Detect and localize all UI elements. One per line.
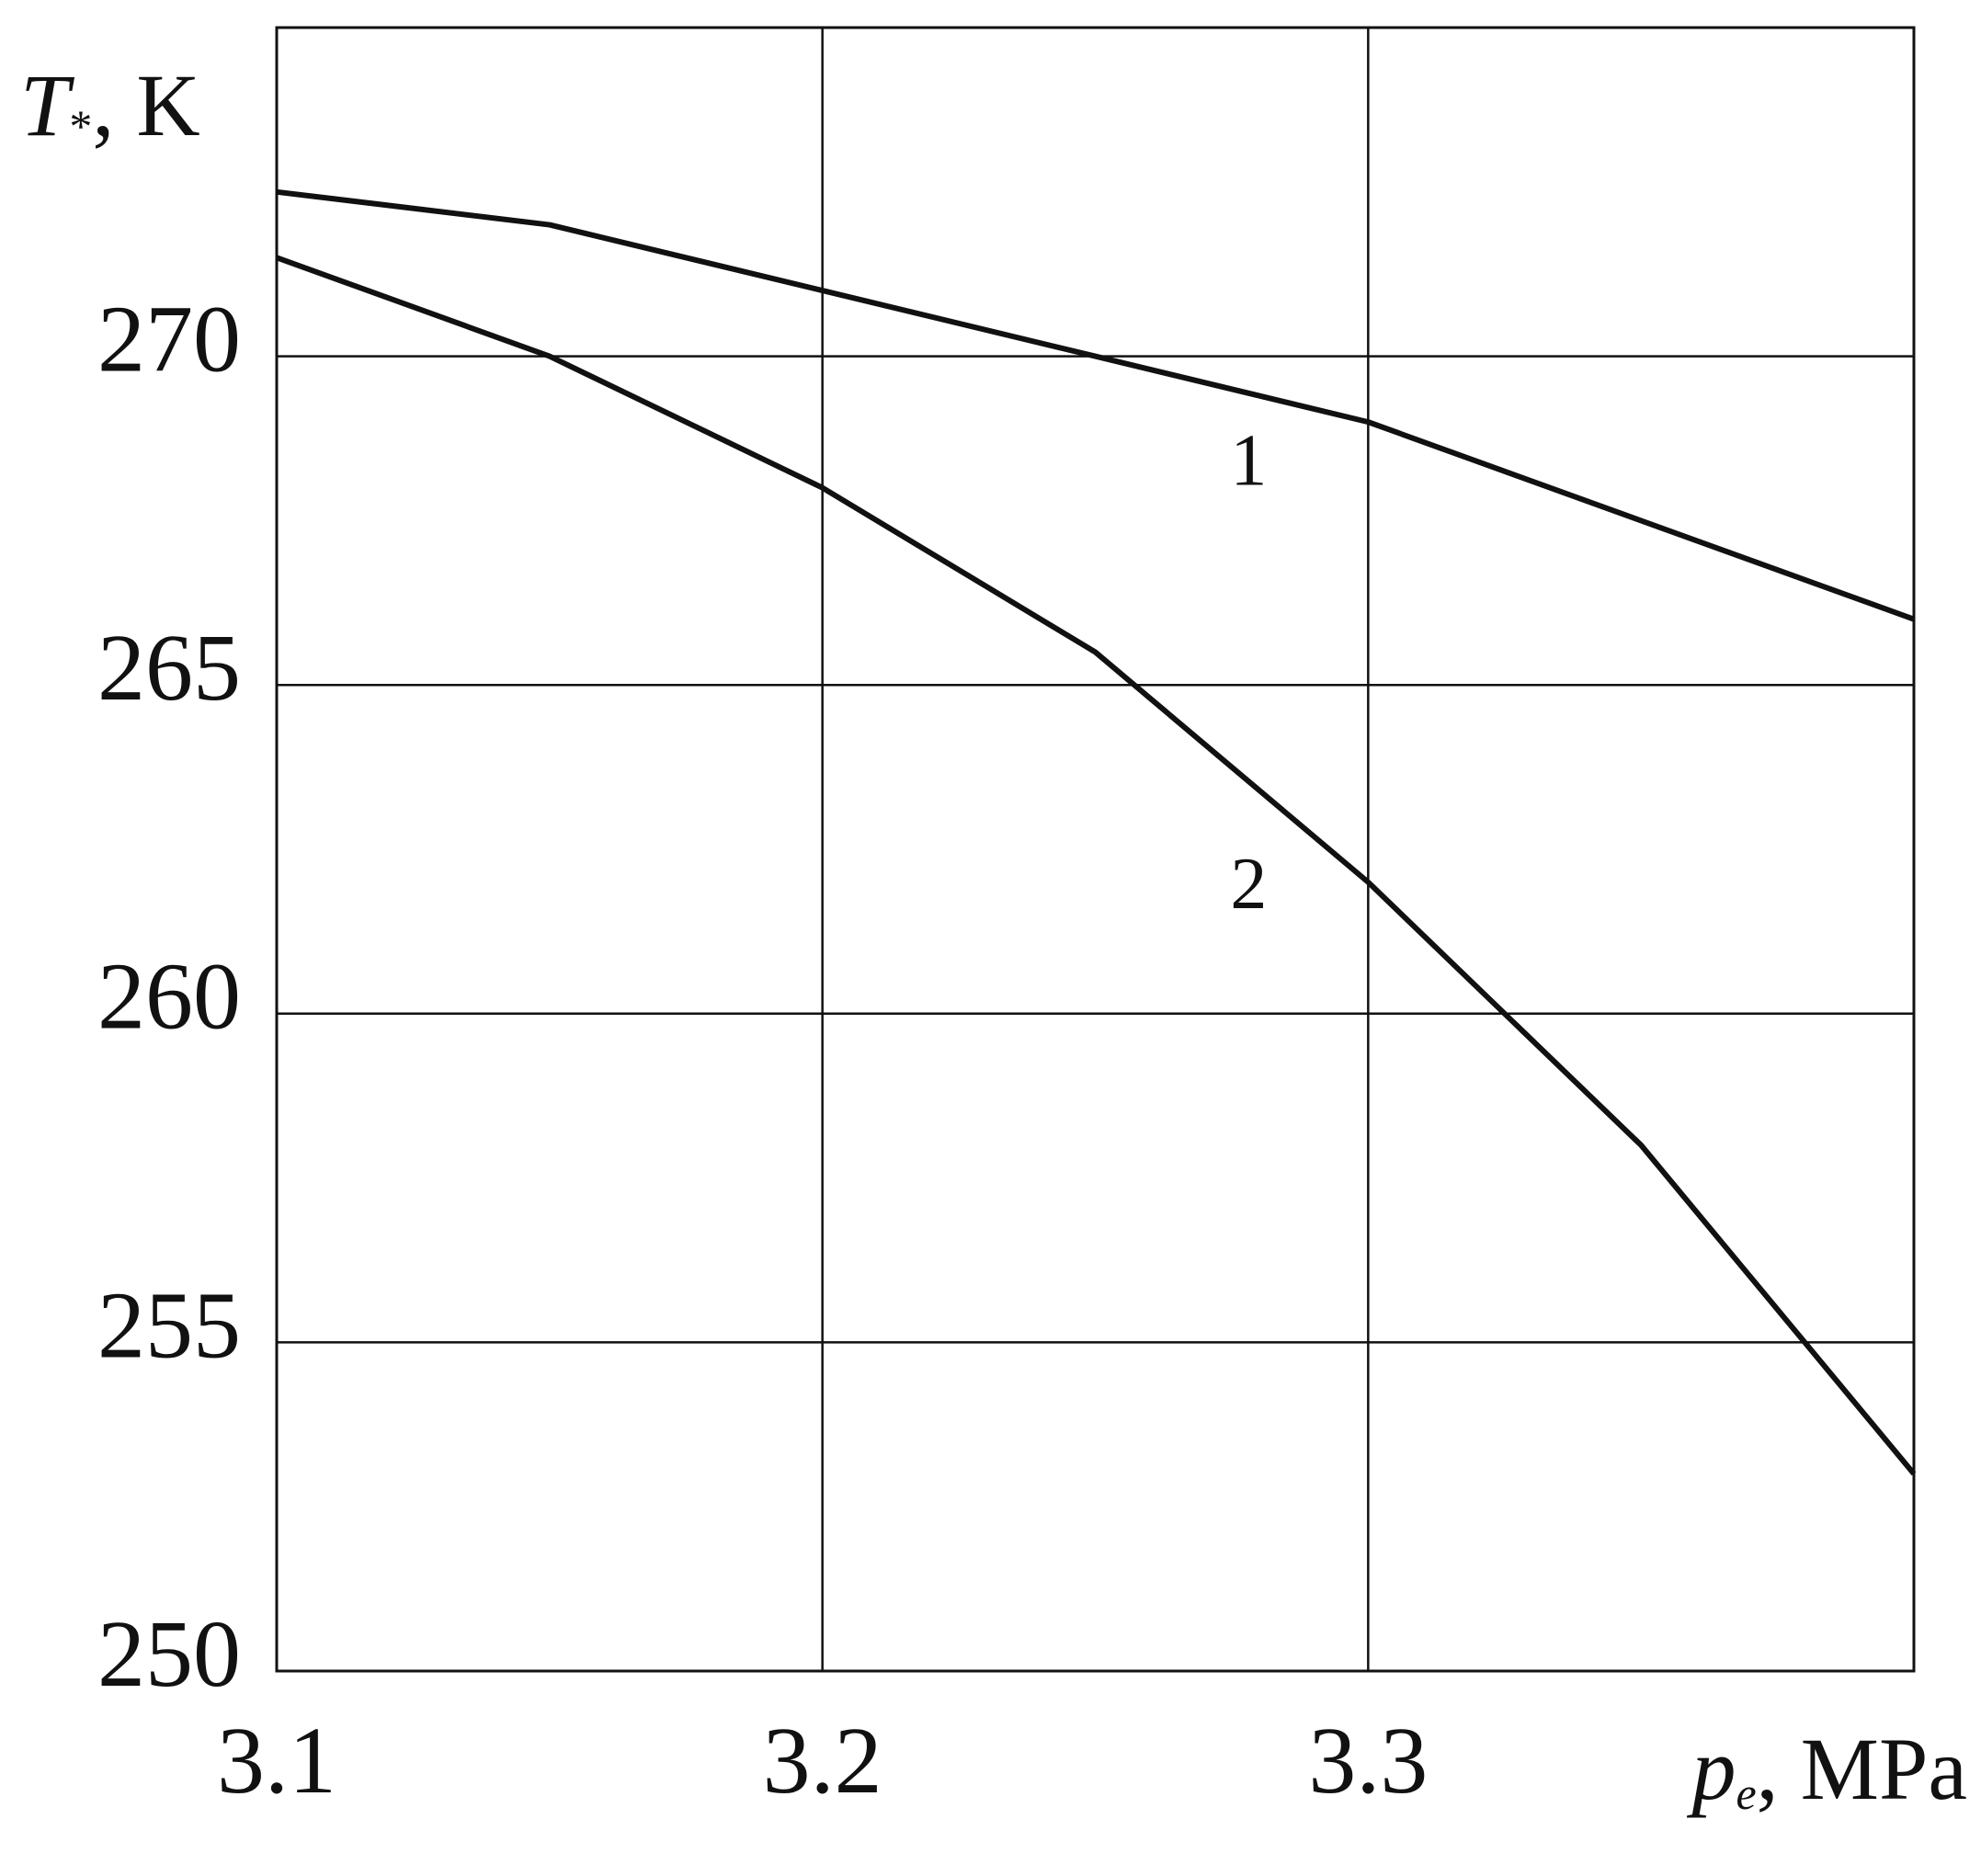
y-axis-unit: , K bbox=[92, 56, 199, 154]
series-label: 1 bbox=[1230, 420, 1267, 501]
y-tick-label: 260 bbox=[97, 944, 241, 1050]
y-tick-label: 270 bbox=[97, 286, 241, 392]
series-line bbox=[276, 188, 1916, 622]
plot-frame bbox=[275, 26, 1916, 1673]
y-axis-title: T*, K bbox=[20, 56, 200, 154]
y-tick-label: 265 bbox=[97, 615, 241, 721]
x-axis-symbol: p bbox=[1686, 1720, 1736, 1818]
y-tick-label: 250 bbox=[97, 1601, 241, 1707]
series-label: 2 bbox=[1230, 844, 1267, 925]
series-line bbox=[275, 255, 1917, 1476]
y-axis-symbol: T bbox=[20, 56, 75, 154]
x-tick-label: 3.2 bbox=[763, 1708, 882, 1813]
y-tick-label: 255 bbox=[97, 1272, 241, 1378]
y-axis-subscript: * bbox=[69, 100, 92, 152]
x-axis-title: pe, MPa bbox=[1686, 1720, 1967, 1819]
x-axis-subscript: e bbox=[1736, 1768, 1756, 1819]
x-tick-label: 3.1 bbox=[217, 1708, 336, 1813]
x-tick-label: 3.3 bbox=[1308, 1708, 1428, 1813]
x-axis-unit: , MPa bbox=[1757, 1720, 1967, 1818]
